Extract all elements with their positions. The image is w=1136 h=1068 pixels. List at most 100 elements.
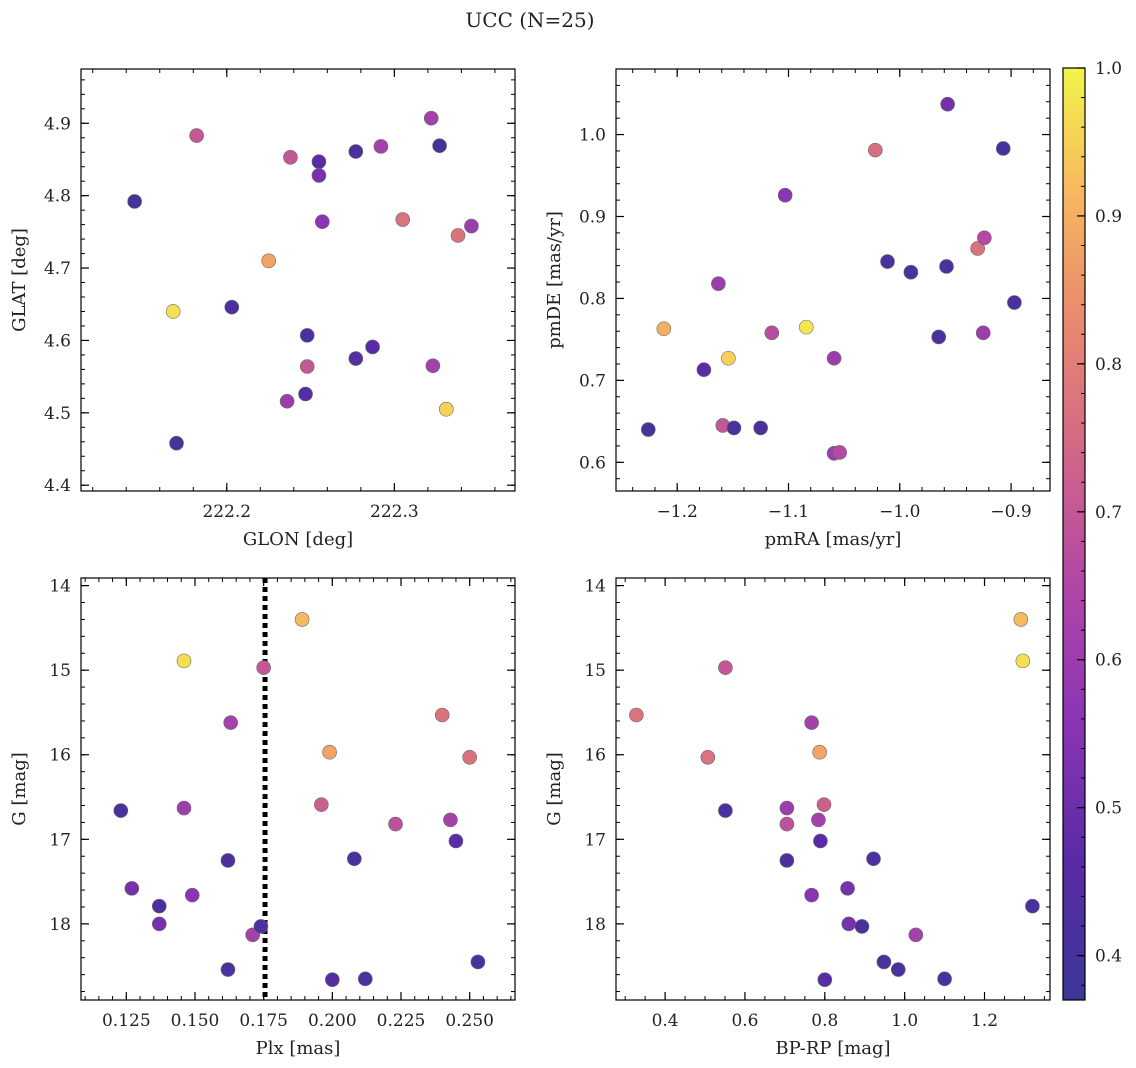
data-point xyxy=(812,744,827,760)
x-axis-label: Plx [mas] xyxy=(256,1038,341,1059)
data-point xyxy=(826,350,842,366)
data-point xyxy=(721,350,736,366)
y-tick-label: 14 xyxy=(584,577,606,597)
x-tick-label: 1.2 xyxy=(971,1011,998,1031)
data-point xyxy=(908,927,924,943)
data-point xyxy=(314,797,329,812)
data-point xyxy=(395,212,411,227)
data-point xyxy=(322,744,337,760)
data-point xyxy=(348,144,364,159)
y-axis-label: GLAT [deg] xyxy=(9,228,30,332)
data-point xyxy=(975,325,991,341)
data-point xyxy=(1015,653,1031,669)
data-point xyxy=(151,916,167,932)
y-axis-label: pmDE [mas/yr] xyxy=(544,211,565,349)
x-tick-label: −1.1 xyxy=(768,502,809,522)
data-point xyxy=(176,653,192,669)
data-point xyxy=(696,362,712,378)
data-point xyxy=(438,401,454,417)
data-point xyxy=(443,812,458,828)
colorbar-tick-label: 0.8 xyxy=(1095,355,1122,375)
panel-glon-glat: 222.2 222.3 4.4 4.5 4.6 4.7 4.8 4.9 GLON [deg] GL… xyxy=(9,68,516,550)
data-point xyxy=(373,139,389,154)
y-tick-label: 1.0 xyxy=(579,126,606,146)
data-point xyxy=(311,168,327,183)
data-point xyxy=(779,853,795,868)
data-point xyxy=(256,660,271,675)
data-point xyxy=(432,138,447,154)
data-point xyxy=(629,707,644,723)
data-point xyxy=(798,319,814,335)
data-point xyxy=(176,800,192,816)
data-point xyxy=(816,797,832,812)
data-point xyxy=(127,194,142,209)
data-point xyxy=(656,321,672,337)
y-tick-label: 14 xyxy=(49,577,71,597)
x-tick-label: 222.2 xyxy=(202,502,251,522)
x-tick-label: 0.150 xyxy=(171,1011,220,1031)
y-tick-label: 4.9 xyxy=(44,114,71,134)
data-point xyxy=(283,150,298,165)
data-point xyxy=(890,962,906,977)
y-tick-label: 17 xyxy=(584,830,606,850)
data-point xyxy=(832,445,847,460)
data-point xyxy=(425,358,441,374)
x-tick-label: 0.125 xyxy=(102,1011,151,1031)
data-point xyxy=(113,803,129,818)
data-point xyxy=(718,660,733,675)
data-point xyxy=(464,218,479,234)
plot-frame xyxy=(80,68,516,492)
y-tick-label: 18 xyxy=(49,915,71,935)
data-point xyxy=(977,230,992,246)
y-tick-label: 15 xyxy=(49,661,71,681)
data-point xyxy=(388,816,403,832)
y-axis-label: G [mag] xyxy=(544,752,565,825)
y-tick-label: 4.5 xyxy=(44,404,71,424)
data-point xyxy=(299,359,315,374)
data-point xyxy=(937,971,952,987)
data-point xyxy=(253,919,269,934)
data-point xyxy=(711,276,726,291)
y-tick-label: 0.8 xyxy=(579,289,606,309)
data-point xyxy=(970,241,985,256)
data-point xyxy=(365,339,380,355)
data-point xyxy=(223,715,239,730)
data-point xyxy=(220,962,236,977)
x-axis-label: BP-RP [mag] xyxy=(775,1038,890,1059)
data-point xyxy=(804,887,819,903)
x-tick-label: −1.0 xyxy=(879,502,920,522)
y-tick-label: 15 xyxy=(584,661,606,681)
panel-bprp-g: 0.4 0.6 0.8 1.0 1.2 14 15 16 17 18 BP-RP [mag] G [m… xyxy=(544,577,1051,1059)
y-tick-label: 16 xyxy=(584,746,606,766)
data-point xyxy=(841,916,857,932)
data-point xyxy=(840,881,855,896)
data-point xyxy=(314,214,330,230)
y-tick-label: 16 xyxy=(49,746,71,766)
y-tick-label: 0.7 xyxy=(579,371,606,391)
x-tick-label: 0.6 xyxy=(731,1011,758,1031)
data-point xyxy=(434,707,450,723)
data-point xyxy=(357,971,373,987)
y-tick-label: 17 xyxy=(49,830,71,850)
data-point xyxy=(220,853,236,868)
x-tick-label: 0.250 xyxy=(445,1011,494,1031)
x-tick-label: 0.225 xyxy=(377,1011,426,1031)
plot-frame xyxy=(615,577,1051,1001)
data-point xyxy=(995,141,1011,156)
data-point xyxy=(804,715,819,730)
colorbar-tick-label: 0.5 xyxy=(1095,799,1122,819)
data-point xyxy=(450,228,466,243)
colorbar-gradient xyxy=(1062,67,1086,1001)
figure-title: UCC (N=25) xyxy=(465,8,594,32)
data-point xyxy=(726,420,742,436)
x-tick-label: 0.8 xyxy=(811,1011,838,1031)
data-point xyxy=(169,435,184,451)
data-point xyxy=(470,954,486,970)
x-tick-label: 0.4 xyxy=(652,1011,679,1031)
data-point xyxy=(854,919,870,934)
y-tick-label: 0.9 xyxy=(579,207,606,227)
data-point xyxy=(1013,612,1029,627)
data-point xyxy=(903,264,919,280)
data-point xyxy=(813,833,828,849)
